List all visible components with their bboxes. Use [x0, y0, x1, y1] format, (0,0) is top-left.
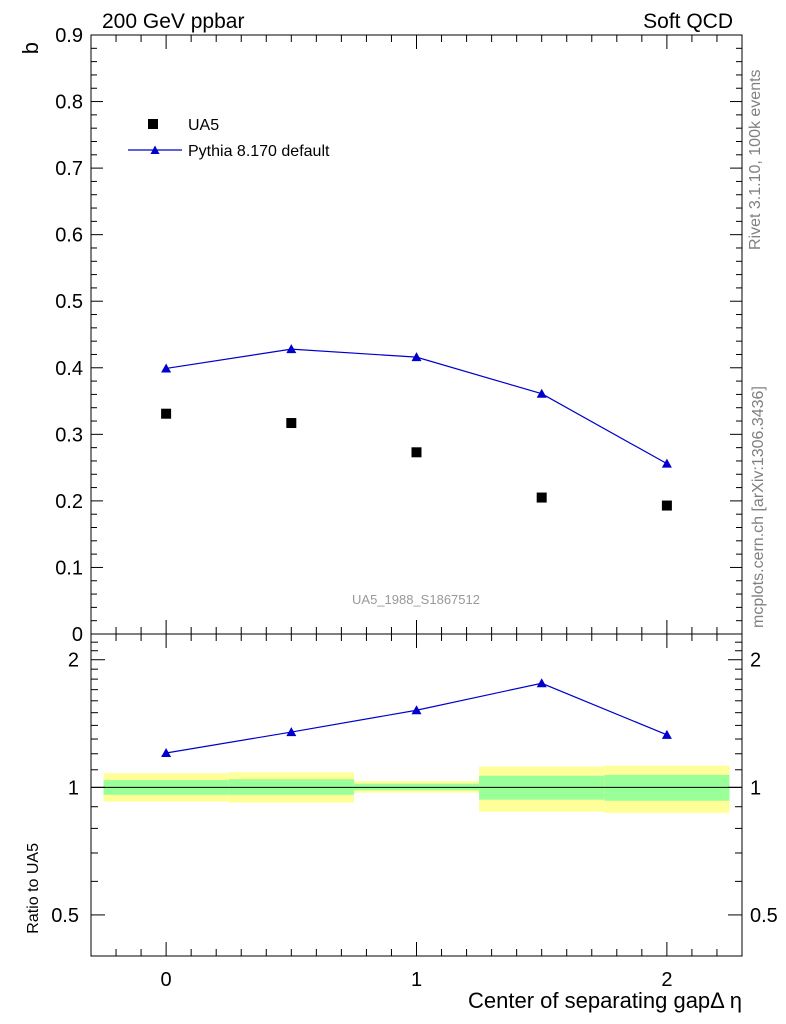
legend-pythia-marker	[150, 145, 160, 154]
y-tick-label: 0.9	[55, 25, 83, 47]
side-text-top: Rivet 3.1.10, 100k events	[747, 69, 764, 250]
y-tick-label: 0.2	[55, 491, 83, 513]
pythia-point	[411, 352, 422, 362]
ratio-y-tick-label-right: 1	[750, 777, 761, 799]
side-text-bottom: mcplots.cern.ch [arXiv:1306.3436]	[750, 386, 767, 628]
pythia-point	[661, 458, 672, 468]
watermark: UA5_1988_S1867512	[352, 592, 480, 607]
ua5-point	[661, 500, 672, 511]
ua5-point	[536, 492, 547, 503]
ratio-pythia-point	[411, 705, 422, 715]
ratio-y-tick-label-right: 0.5	[750, 905, 778, 927]
ratio-uncertainty-bands	[103, 765, 730, 813]
y-axis-title: b	[18, 42, 43, 54]
legend-pythia-label: Pythia 8.170 default	[188, 143, 330, 160]
ratio-y-ticks: 0.5 0.5 1 1 2 2	[51, 641, 778, 957]
y-tick-label: 0.3	[55, 424, 83, 446]
main-plot: 0.1 0.2 0.3 0.4 0.5 0.6 0.7 0.8 0.9 0 b UA5_1988_…	[18, 25, 743, 646]
ua5-point	[161, 408, 172, 419]
ua5-point	[411, 447, 422, 458]
ratio-pythia-series	[161, 678, 672, 757]
y-tick-label: 0.7	[55, 158, 83, 180]
pythia-point	[161, 363, 172, 373]
ratio-pythia-line	[166, 682, 668, 754]
y-tick-label: 0.4	[55, 358, 83, 380]
x-tick-label: 0	[161, 969, 172, 991]
ratio-y-axis-title: Ratio to UA5	[25, 843, 42, 934]
ratio-y-tick-label-left: 1	[68, 777, 79, 799]
y-tick-label: 0.6	[55, 225, 83, 247]
legend: UA5 Pythia 8.170 default	[128, 117, 330, 160]
ratio-pythia-point	[536, 678, 547, 688]
ratio-y-tick-label-right: 2	[750, 650, 761, 672]
ua5-point	[286, 418, 297, 429]
ua5-series	[161, 408, 672, 511]
ratio-x-ticks: 0 1 2	[90, 634, 743, 991]
ratio-pythia-point	[286, 727, 297, 737]
pythia-point	[286, 344, 297, 354]
ratio-plot: 0.5 0.5 1 1 2 2 0 1 2 Ratio to UA5 Center of se…	[25, 633, 778, 1013]
y-tick-label-zero: 0	[72, 624, 83, 646]
header-right: Soft QCD	[643, 10, 733, 33]
x-tick-label: 2	[661, 969, 672, 991]
x-tick-label: 1	[411, 969, 422, 991]
ratio-pythia-point	[161, 747, 172, 757]
pythia-line	[166, 348, 668, 465]
y-tick-label: 0.8	[55, 92, 83, 114]
legend-ua5-marker	[148, 119, 158, 129]
main-y-ticks: 0.1 0.2 0.3 0.4 0.5 0.6 0.7 0.8 0.9 0	[55, 25, 742, 646]
y-tick-label: 0.1	[55, 557, 83, 579]
pythia-series	[161, 344, 672, 468]
ratio-y-tick-label-left: 2	[68, 650, 79, 672]
ratio-y-tick-label-left: 0.5	[51, 905, 79, 927]
y-tick-label: 0.5	[55, 291, 83, 313]
header-left: 200 GeV ppbar	[102, 10, 244, 33]
main-x-ticks	[90, 35, 743, 634]
x-axis-title: Center of separating gapΔ η	[468, 988, 742, 1013]
legend-ua5-label: UA5	[188, 117, 219, 134]
ratio-pythia-point	[661, 729, 672, 739]
pythia-point	[536, 388, 547, 398]
